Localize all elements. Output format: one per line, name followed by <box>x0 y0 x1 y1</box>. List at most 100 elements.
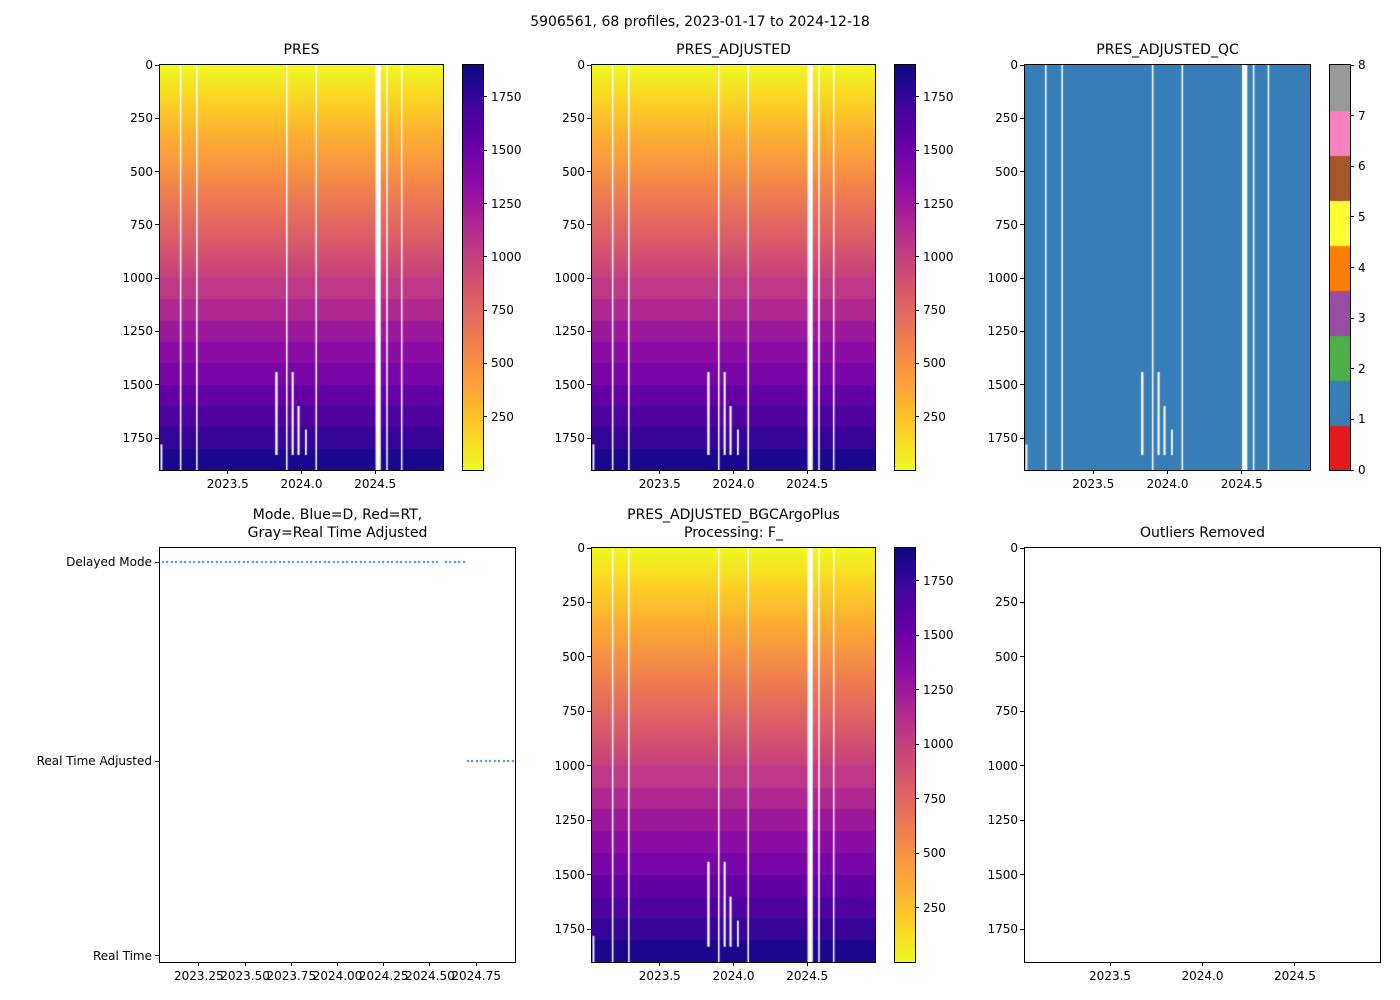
x-tick-mark <box>374 470 376 474</box>
x-tick-mark <box>733 962 734 966</box>
y-tick-mark <box>587 277 591 279</box>
y-tick-mark <box>155 437 159 439</box>
y-tick-label: 0 <box>1010 58 1018 72</box>
y-tick-label: 1750 <box>987 922 1018 937</box>
colorbar-tick-mark <box>915 798 919 800</box>
colorbar-tick-mark <box>1350 267 1354 268</box>
x-tick-label: 2023.5 <box>1089 969 1132 983</box>
colorbar-tick-label: 8 <box>1358 58 1366 72</box>
x-tick-mark <box>475 962 477 966</box>
x-tick-mark <box>301 470 302 474</box>
qc-colorbar: 0 1 2 3 4 5 6 7 8 <box>1329 58 1366 477</box>
y-tick-label: 1000 <box>987 758 1018 773</box>
y-tick-mark <box>587 710 591 712</box>
y-tick-label: 1500 <box>122 377 153 392</box>
pres-adjusted-qc-title: PRES_ADJUSTED_QC <box>1096 42 1239 58</box>
y-tick-mark <box>1020 224 1024 226</box>
y-tick-label: 250 <box>562 595 585 610</box>
mode-category-label: Real Time <box>92 948 152 963</box>
y-tick-mark <box>587 819 591 821</box>
colorbar-tick-label: 1000 <box>491 249 522 264</box>
colorbar-tick-mark <box>1350 115 1354 117</box>
colorbar-tick-label: 1250 <box>491 196 522 211</box>
x-tick-label: 2023.75 <box>266 969 317 983</box>
mode-category-label: Real Time Adjusted <box>36 754 152 769</box>
x-tick-label: 2023.5 <box>638 477 681 491</box>
y-tick-mark <box>155 955 159 957</box>
colorbar-tick-mark <box>915 96 919 98</box>
x-tick-label: 2024.5 <box>786 477 829 491</box>
y-tick-label: 500 <box>995 164 1018 179</box>
bgc-colorbar-gradient <box>895 548 915 962</box>
x-tick-label: 2023.5 <box>1072 477 1115 491</box>
colorbar-tick-label: 500 <box>491 356 514 371</box>
y-tick-mark <box>587 224 591 226</box>
y-tick-mark <box>587 601 591 603</box>
colorbar-tick-mark <box>1350 368 1354 370</box>
y-tick-mark <box>587 765 591 767</box>
colorbar-tick-label: 7 <box>1358 108 1366 123</box>
y-tick-mark <box>155 64 159 66</box>
y-tick-mark <box>1020 765 1024 767</box>
x-tick-mark <box>1294 962 1296 966</box>
pres-adjusted-colorbar: 250 500 750 1000 1250 1500 1750 <box>894 64 954 471</box>
colorbar-tick-label: 1 <box>1358 412 1366 427</box>
colorbar-tick-label: 1500 <box>923 143 954 158</box>
colorbar-tick-label: 1750 <box>923 573 954 588</box>
x-tick-mark <box>290 962 292 966</box>
y-tick-mark <box>155 561 159 563</box>
y-tick-label: 750 <box>130 217 153 232</box>
outliers-axes-frame <box>1024 547 1381 963</box>
colorbar-tick-mark <box>483 309 487 311</box>
colorbar-tick-label: 1000 <box>923 249 954 264</box>
y-tick-label: 250 <box>995 111 1018 126</box>
subplot-pres-adjusted-bgc: PRES_ADJUSTED_BGCArgoPlus Processing: F_… <box>554 507 953 983</box>
y-tick-mark <box>1020 874 1024 876</box>
x-tick-mark <box>1092 470 1094 474</box>
mode-category-label: Delayed Mode <box>66 555 152 570</box>
colorbar-tick-label: 750 <box>923 303 946 318</box>
colorbar-tick-mark <box>915 634 919 636</box>
y-tick-mark <box>1020 437 1024 439</box>
y-tick-mark <box>1020 384 1024 386</box>
colorbar-tick-label: 500 <box>923 846 946 861</box>
y-tick-mark <box>587 64 591 66</box>
y-tick-label: 1500 <box>987 377 1018 392</box>
pres-adjusted-colorbar-gradient <box>895 65 915 470</box>
y-tick-label: 1000 <box>122 271 153 286</box>
mode-dots-plot <box>160 548 515 962</box>
y-tick-label: 250 <box>562 111 585 126</box>
y-tick-mark <box>155 224 159 226</box>
mode-title: Mode. Blue=D, Red=RT, Gray=Real Time Adj… <box>247 507 428 541</box>
colorbar-tick-label: 4 <box>1358 260 1366 275</box>
x-tick-mark <box>429 962 431 966</box>
y-tick-label: 750 <box>995 217 1018 232</box>
colorbar-tick-mark <box>915 149 919 151</box>
colorbar-tick-label: 5 <box>1358 209 1366 224</box>
y-tick-mark <box>155 760 159 762</box>
colorbar-tick-label: 250 <box>491 409 514 424</box>
pres-colorbar-gradient <box>463 65 483 470</box>
y-tick-mark <box>587 656 591 658</box>
y-tick-label: 1000 <box>554 758 585 773</box>
y-tick-label: 250 <box>995 595 1018 610</box>
y-tick-mark <box>155 277 159 279</box>
colorbar-tick-mark <box>483 256 487 258</box>
subplot-pres-adjusted: PRES_ADJUSTED 250 500 750 1000 1250 1500 1750 … <box>554 42 953 491</box>
pres-colorbar: 250 500 750 1000 1250 1500 1750 <box>462 64 522 471</box>
y-tick-mark <box>1020 547 1024 549</box>
colorbar-tick-mark <box>483 362 487 364</box>
pres-adjusted-heatmap <box>592 65 875 470</box>
x-tick-label: 2024.5 <box>786 969 829 983</box>
x-tick-mark <box>659 962 661 966</box>
y-tick-label: 1750 <box>122 431 153 446</box>
y-tick-mark <box>1020 710 1024 712</box>
y-tick-label: 0 <box>1010 541 1018 555</box>
y-tick-label: 1500 <box>987 867 1018 882</box>
y-tick-mark <box>1020 171 1024 173</box>
y-tick-mark <box>587 117 591 119</box>
outliers-title: Outliers Removed <box>1140 525 1265 541</box>
y-tick-label: 1500 <box>554 377 585 392</box>
y-tick-mark <box>1020 277 1024 279</box>
